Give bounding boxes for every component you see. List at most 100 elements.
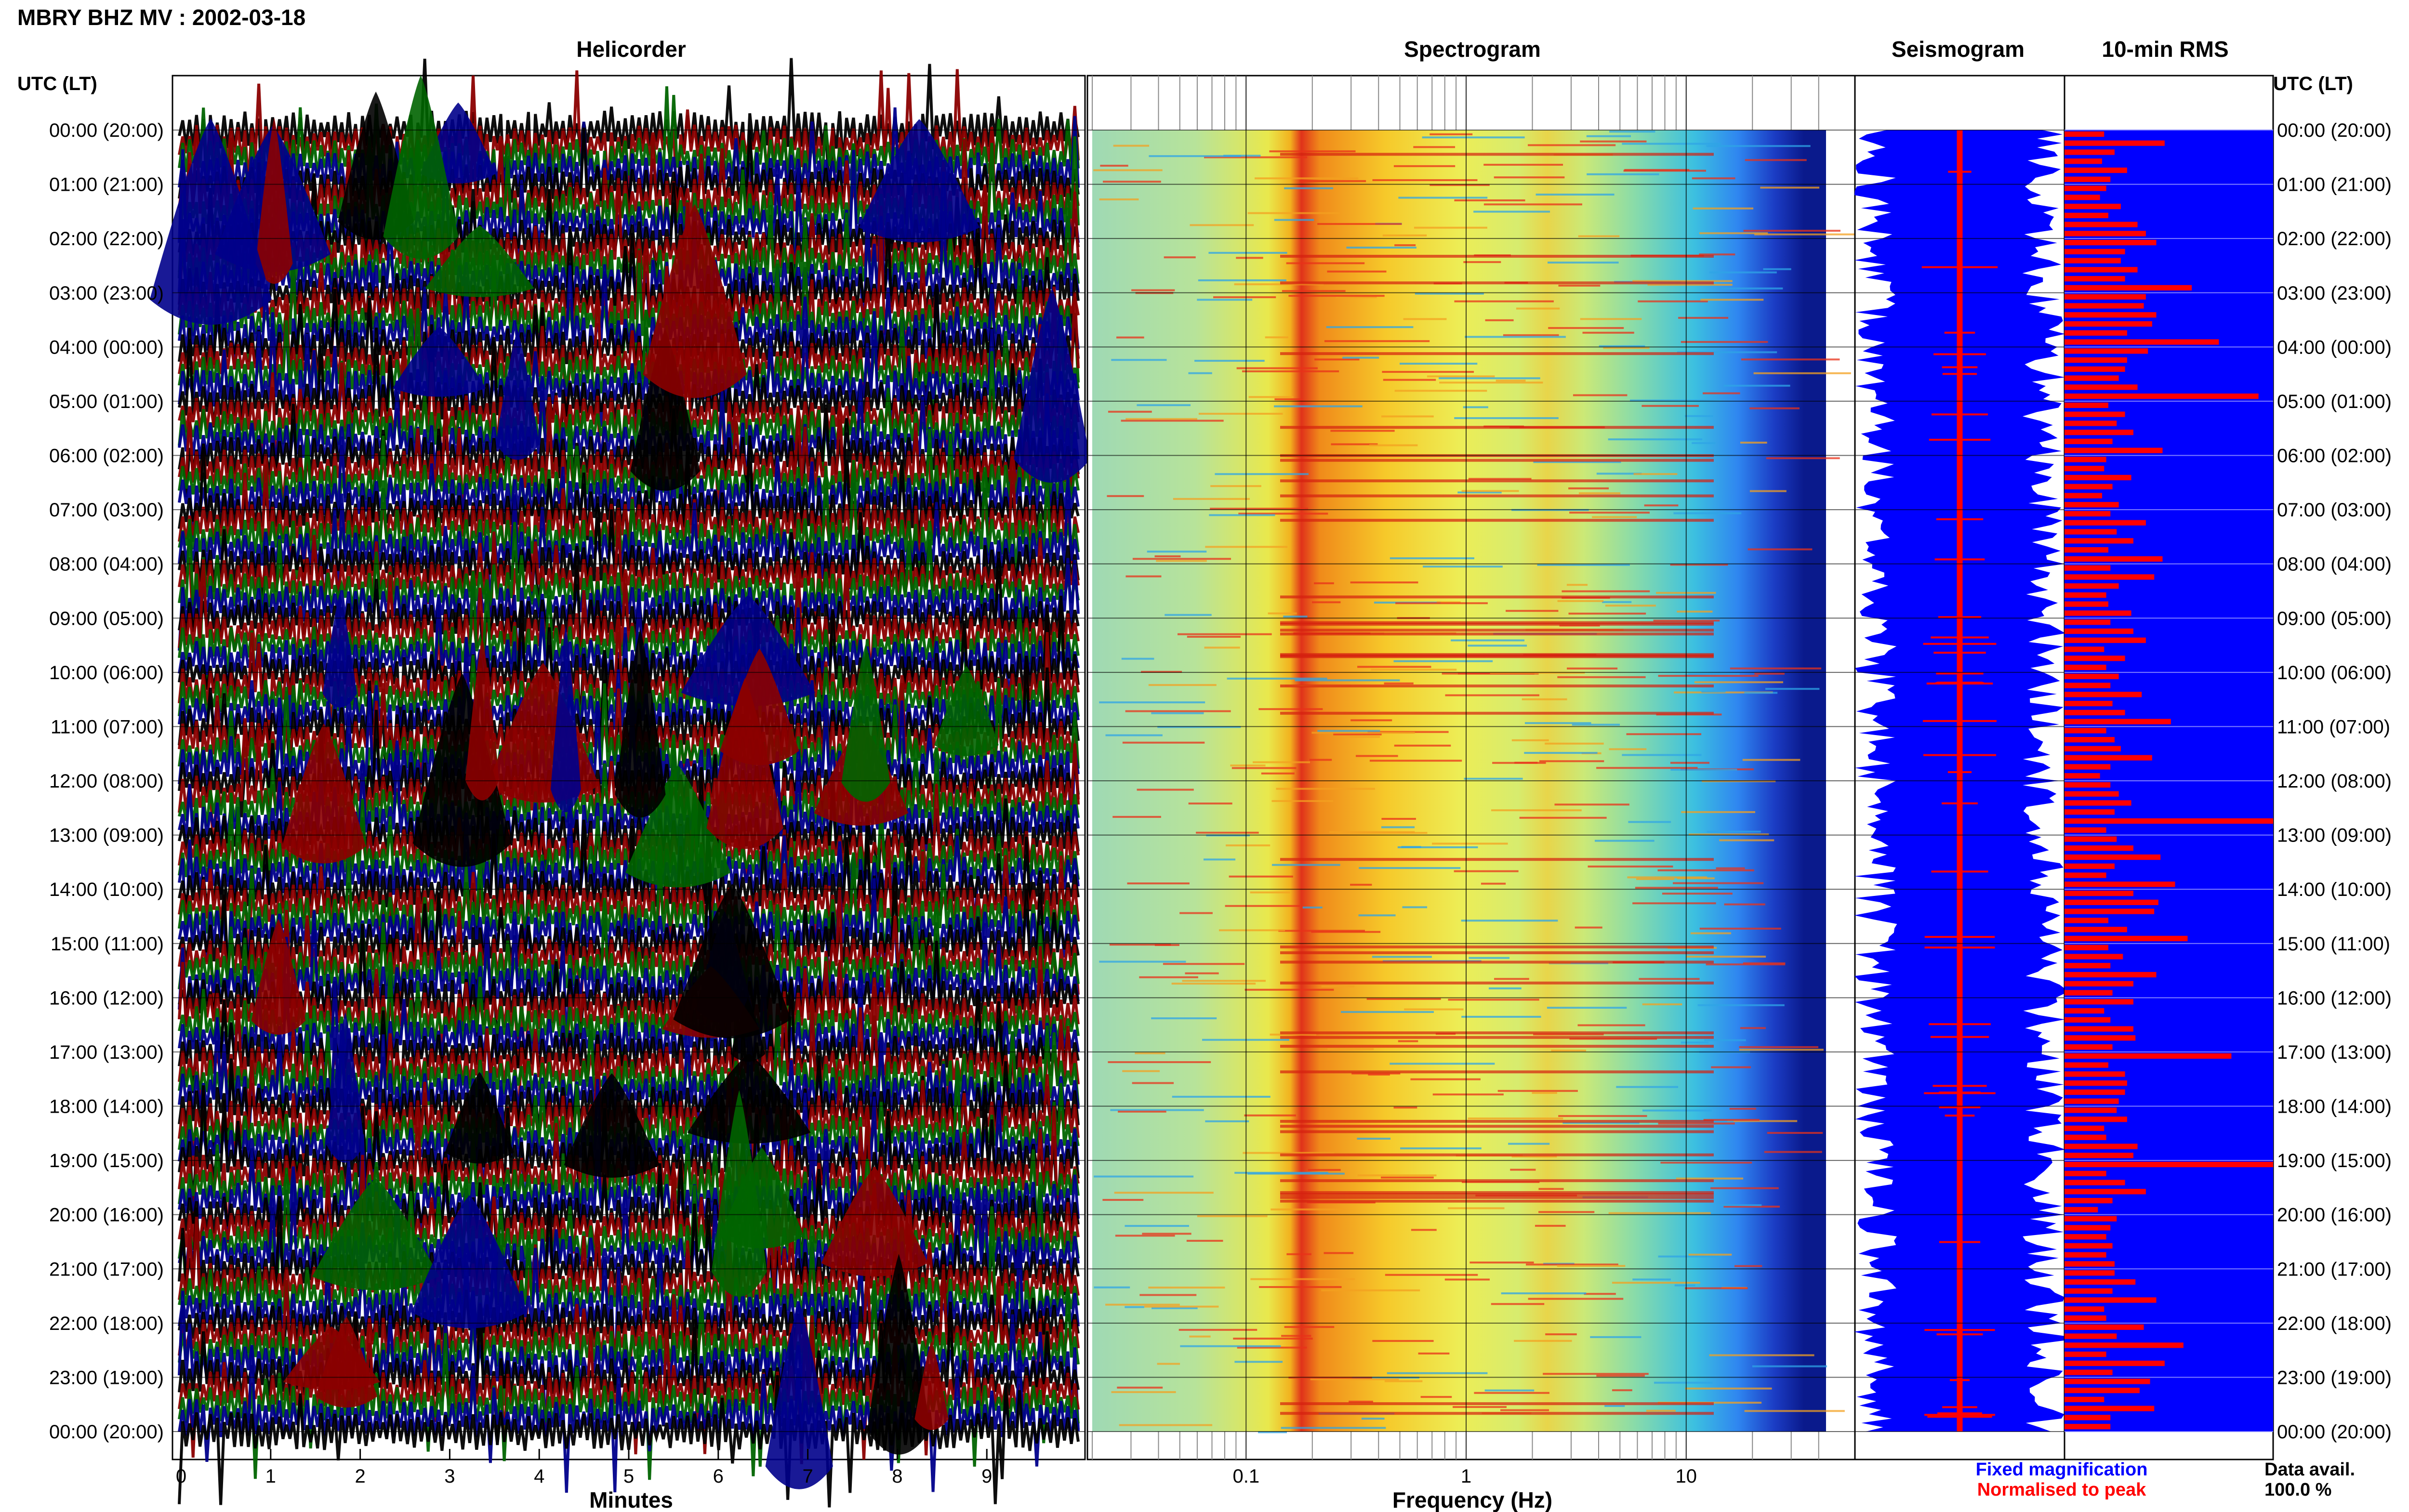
rms-bar	[2065, 249, 2125, 255]
spectrogram-speckle	[1333, 733, 1382, 736]
spectrogram-speckle	[1767, 1131, 1823, 1134]
row-label-left: 00:00 (20:00)	[49, 1421, 164, 1443]
rms-bar	[2065, 222, 2138, 227]
spectrogram-speckle	[1670, 564, 1728, 566]
spectrogram-speckle	[1710, 1187, 1779, 1189]
spectrogram-speckle	[1383, 379, 1436, 381]
spectrogram-speckle	[1111, 359, 1167, 361]
rms-bar	[2065, 303, 2144, 309]
rms-bar	[2065, 402, 2108, 408]
time-row-labels: 00:00 (20:00) 00:00 (20:00) 01:00 (21:00) 0…	[49, 120, 2392, 1443]
spectrogram-speckle	[1469, 1262, 1534, 1264]
rms-bar	[2065, 664, 2106, 671]
spectrogram-speckle	[1749, 407, 1800, 409]
row-label-right: 00:00 (20:00)	[2277, 120, 2392, 141]
seismogram-spike	[1931, 413, 1988, 416]
spectrogram-speckle	[1286, 1253, 1311, 1255]
rms-bar	[2065, 1144, 2138, 1149]
spectrogram-speckle	[1394, 744, 1451, 747]
spectrogram-speckle	[1730, 667, 1822, 670]
spectrogram-speckle	[1236, 257, 1263, 259]
spectrogram-event-line	[1280, 622, 1714, 626]
spectrogram-event-line	[1280, 960, 1714, 964]
row-label-left: 02:00 (22:00)	[49, 228, 164, 250]
spectrogram-speckle	[1350, 883, 1372, 886]
spectrogram-speckle	[1697, 1004, 1785, 1006]
rms-bar	[2065, 990, 2113, 996]
spectrogram-speckle	[1654, 1381, 1713, 1384]
seismogram-spike	[1937, 1412, 1982, 1415]
rms-bar	[2065, 1279, 2136, 1285]
helicorder-event	[425, 225, 534, 297]
spectrogram-speckle	[1528, 144, 1616, 146]
spectrogram-speckle	[1271, 800, 1334, 802]
spectrogram-speckle	[1151, 712, 1204, 714]
helicorder-trace	[178, 414, 1080, 535]
rms-bar	[2065, 1044, 2113, 1050]
helicorder-event	[564, 1073, 660, 1178]
spectrogram-speckle	[1454, 870, 1519, 872]
spectrogram-speckle	[1644, 504, 1679, 507]
spectrogram-speckle	[1394, 390, 1487, 392]
rms-bar	[2065, 1026, 2133, 1032]
spectrogram-speckle	[1709, 271, 1777, 274]
spectrogram-speckle	[1244, 988, 1334, 991]
helicorder-event	[867, 1254, 931, 1455]
spectrogram-speckle	[1314, 582, 1334, 584]
spectrogram-speckle	[1535, 193, 1615, 196]
spectrogram-speckle	[1122, 1070, 1160, 1072]
spectrogram-speckle	[1198, 412, 1283, 415]
spectrogram-speckle	[1340, 1011, 1434, 1013]
rms-bar	[2065, 1243, 2113, 1249]
rms-bar	[2065, 1207, 2098, 1212]
row-label-right: 16:00 (12:00)	[2277, 987, 2392, 1009]
seismogram-spike	[1921, 266, 1998, 268]
helicorder-trace	[178, 436, 1080, 572]
spectrogram-speckle	[1402, 906, 1428, 908]
spectrogram-speckle	[1118, 1110, 1166, 1113]
spectrogram-speckle	[1366, 998, 1441, 1000]
helicorder-tick-label: 3	[444, 1466, 455, 1487]
spectrogram-speckle	[1258, 708, 1323, 710]
spectrogram-speckle	[1236, 367, 1318, 369]
spectrogram-speckle	[1551, 1050, 1587, 1052]
spectrogram-speckle	[1121, 420, 1224, 422]
spectrogram-speckle	[1506, 610, 1559, 612]
spectrogram-speckle	[1706, 963, 1786, 966]
row-label-right: 04:00 (00:00)	[2277, 337, 2392, 358]
rms-bar	[2065, 511, 2111, 517]
seismogram-title: Seismogram	[1892, 37, 2025, 62]
spectrogram-speckle	[1381, 826, 1415, 828]
helicorder-tick-label: 9	[981, 1466, 992, 1487]
row-label-right: 11:00 (07:00)	[2277, 716, 2390, 737]
spectrogram-speckle	[1208, 251, 1287, 254]
spectrogram-speckle	[1238, 513, 1328, 515]
spectrogram-speckle	[1152, 1307, 1198, 1309]
rms-bar	[2065, 158, 2102, 164]
spectrogram-speckle	[1496, 380, 1526, 382]
spectrogram-event-line	[1280, 621, 1714, 624]
spectrogram-speckle	[1608, 1212, 1711, 1214]
spectrogram-speckle	[1324, 1252, 1354, 1254]
spectrogram-speckle	[1314, 358, 1360, 361]
rms-bar	[2065, 1306, 2105, 1312]
rms-bar	[2065, 493, 2102, 499]
seismogram-spike	[1931, 870, 1988, 873]
row-label-left: 08:00 (04:00)	[49, 554, 164, 575]
rms-bar	[2065, 375, 2119, 381]
spectrogram-speckle	[1628, 821, 1671, 823]
spectrogram-speckle	[1632, 280, 1733, 282]
spectrogram-event-line	[1280, 684, 1714, 688]
rms-bar	[2065, 728, 2106, 734]
seismogram-spike	[1924, 936, 1995, 938]
spectrogram-speckle	[1357, 1174, 1437, 1177]
helicorder-trace	[178, 311, 1080, 457]
spectrogram-speckle	[1355, 755, 1398, 757]
rms-bar	[2065, 556, 2163, 562]
seismogram-spike	[1936, 518, 1984, 520]
rms-bar	[2065, 339, 2219, 345]
spectrogram-speckle	[1703, 392, 1740, 394]
spectrogram-speckle	[1137, 404, 1191, 407]
spectrogram-speckle	[1602, 601, 1632, 603]
spectrogram-speckle	[1766, 457, 1840, 460]
